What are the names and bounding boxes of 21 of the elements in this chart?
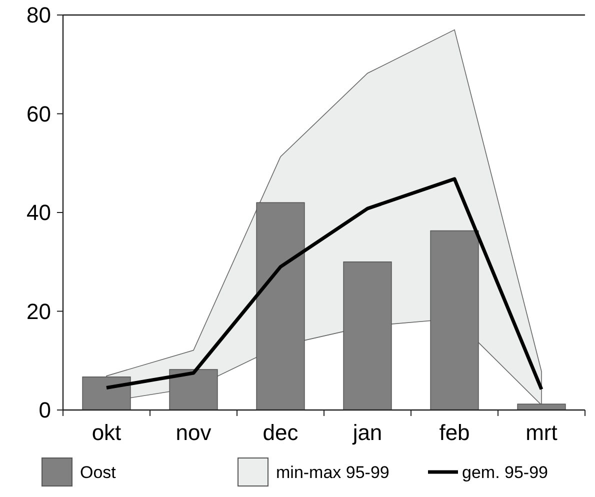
x-tick-label: feb xyxy=(439,420,470,445)
x-tick-label: mrt xyxy=(526,420,558,445)
x-tick-label: jan xyxy=(352,420,382,445)
x-tick-label: okt xyxy=(92,420,122,445)
bar xyxy=(256,202,305,410)
bar xyxy=(169,369,218,410)
bar xyxy=(430,230,479,410)
bar xyxy=(82,376,131,410)
text: min-max 95-99 xyxy=(276,462,390,482)
line-series xyxy=(104,177,544,392)
y-tick-label: 20 xyxy=(26,298,51,324)
y-tick-label: 0 xyxy=(38,398,51,423)
x-tick-label: nov xyxy=(176,420,212,445)
x-tick-label: dec xyxy=(262,420,298,445)
bar xyxy=(343,261,392,410)
bar xyxy=(517,404,566,410)
y-tick-label: 40 xyxy=(26,200,51,226)
y-tick-label: 80 xyxy=(26,2,51,28)
legend-label: gem. 95-99 xyxy=(462,462,548,482)
legend-label: Oost xyxy=(80,462,116,482)
y-tick-label: 60 xyxy=(26,101,51,126)
